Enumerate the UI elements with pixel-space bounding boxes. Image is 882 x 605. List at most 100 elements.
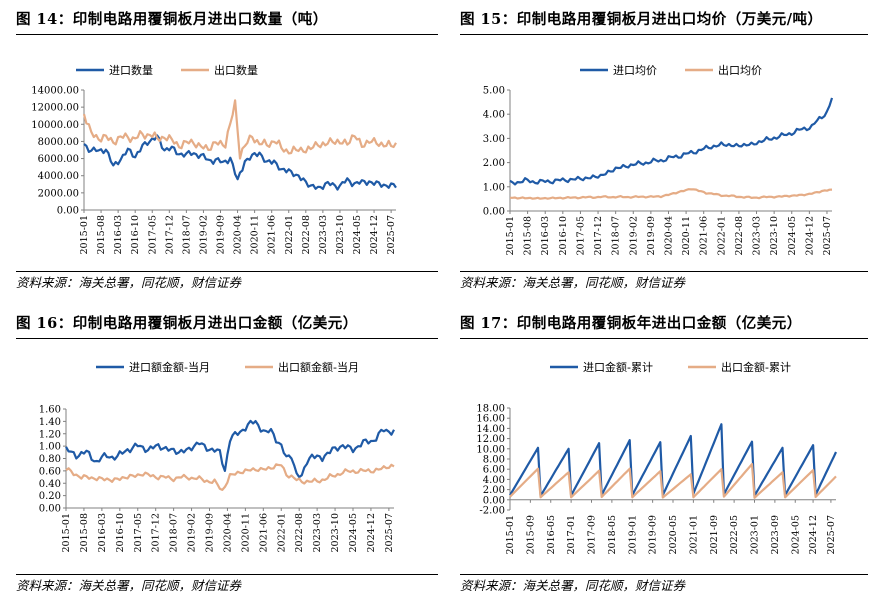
y-tick-label: 0.00 [483, 207, 505, 218]
chart-panel-17: 图 17：印制电路用覆铜板年进出口金额（亿美元） -2.00 0.00 2.00 4.… [460, 312, 868, 597]
y-tick-label: 4.00 [483, 475, 505, 486]
y-tick-label: 0.00 [39, 504, 61, 515]
y-tick-label: 6000.00 [38, 154, 79, 165]
x-tick-label: 2018-07 [611, 216, 622, 255]
x-tick-label: 2016-10 [130, 215, 141, 254]
chart-svg: 0.00 2000.00 4000.00 6000.00 8000.00 10000.00… [31, 63, 397, 254]
chart-source: 资料来源：海关总署，同花顺，财信证券 [460, 574, 868, 597]
x-tick-label: 2022-08 [301, 215, 312, 254]
x-tick-label: 2019-01 [627, 515, 638, 554]
legend-label-export: 出口金额-累计 [721, 360, 791, 374]
y-tick-label: 4000.00 [38, 171, 79, 182]
x-tick-label: 2023-03 [312, 513, 323, 552]
y-tick-label: 0.00 [57, 206, 79, 217]
chart-panel-16: 图 16：印制电路用覆铜板月进出口金额（亿美元） 0.00 0.20 0.40 0.6… [16, 312, 438, 597]
chart-source: 资料来源：海关总署，同花顺，财信证券 [16, 271, 438, 294]
x-tick-label: 2023-10 [769, 216, 780, 255]
x-tick-label: 2015-08 [79, 513, 90, 552]
x-tick-label: 2023-03 [318, 215, 329, 254]
x-tick-label: 2017-05 [133, 513, 144, 552]
y-tick-label: 8.00 [483, 455, 505, 466]
legend-label-import: 进口额金额-当月 [129, 360, 210, 374]
x-tick-label: 2016-03 [97, 513, 108, 552]
chart-title: 图 15：印制电路用覆铜板月进出口均价（万美元/吨） [460, 8, 868, 35]
x-tick-label: 2017-09 [587, 515, 598, 554]
x-tick-label: 2017-12 [593, 216, 604, 255]
x-tick-label: 2019-02 [187, 513, 198, 552]
y-tick-label: 1.40 [39, 417, 61, 428]
legend-label-import: 进口数量 [109, 64, 153, 77]
y-tick-label: 0.20 [39, 491, 61, 502]
x-tick-label: 2022-01 [716, 216, 727, 255]
legend-label-export: 出口均价 [718, 63, 762, 77]
x-tick-label: 2018-07 [181, 215, 192, 254]
x-tick-label: 2017-01 [566, 515, 577, 554]
y-tick-label: 0.80 [39, 454, 61, 465]
x-tick-label: 2024-12 [808, 515, 819, 554]
x-tick-label: 2016-03 [113, 215, 124, 254]
x-tick-label: 2016-05 [546, 515, 557, 554]
x-tick-label: 2015-09 [525, 515, 536, 554]
x-tick-label: 2022-08 [734, 216, 745, 255]
x-tick-label: 2023-01 [750, 515, 761, 554]
x-tick-label: 2017-05 [147, 215, 158, 254]
x-tick-label: 2023-09 [770, 515, 781, 554]
y-tick-label: 12000.00 [31, 103, 79, 114]
x-tick-label: 2015-01 [505, 515, 516, 554]
x-tick-label: 2016-10 [115, 513, 126, 552]
chart-title: 图 17：印制电路用覆铜板年进出口金额（亿美元） [460, 312, 868, 339]
x-tick-label: 2019-09 [216, 215, 227, 254]
x-tick-label: 2020-04 [233, 215, 244, 254]
x-tick-label: 2019-02 [198, 215, 209, 254]
x-tick-label: 2019-09 [648, 515, 659, 554]
x-tick-label: 2017-05 [575, 216, 586, 255]
y-tick-label: 10.00 [476, 444, 505, 455]
y-tick-label: 0.00 [483, 495, 505, 506]
y-tick-label: 5.00 [483, 86, 505, 97]
x-tick-label: 2025-07 [822, 216, 833, 255]
x-tick-label: 2024-05 [790, 515, 801, 554]
x-tick-label: 2024-05 [348, 513, 359, 552]
x-tick-label: 2022-05 [729, 515, 740, 554]
x-tick-label: 2016-03 [540, 216, 551, 255]
x-tick-label: 2021-06 [258, 513, 269, 552]
x-tick-label: 2018-05 [607, 515, 618, 554]
chart-svg: 0.00 1.00 2.00 3.00 4.00 5.00 2015-01 2015-08 20… [483, 63, 834, 255]
x-tick-label: 2015-08 [523, 216, 534, 255]
x-tick-label: 2019-09 [646, 216, 657, 255]
x-tick-label: 2020-11 [240, 513, 251, 552]
x-tick-label: 2019-02 [628, 216, 639, 255]
chart-svg: -2.000.002.004.006.008.0010.0012.0014.00… [476, 360, 837, 554]
y-tick-label: 1.60 [39, 405, 61, 416]
y-tick-label: 14.00 [476, 424, 505, 435]
y-tick-label: 2.00 [483, 485, 505, 496]
x-tick-label: 2024-05 [352, 215, 363, 254]
series-line-export [509, 463, 837, 499]
x-tick-label: 2019-09 [205, 513, 216, 552]
x-tick-label: 2022-01 [284, 215, 295, 254]
y-tick-label: 0.40 [39, 479, 61, 490]
x-tick-label: 2023-03 [752, 216, 763, 255]
chart-panel-15: 图 15：印制电路用覆铜板月进出口均价（万美元/吨） 0.00 1.00 2.00 3… [460, 8, 868, 293]
y-tick-label: 6.00 [483, 465, 505, 476]
series-line-import [83, 134, 397, 191]
y-tick-label: 2.00 [483, 158, 505, 169]
series-line-import [65, 419, 395, 479]
y-tick-label: 18.00 [476, 404, 505, 415]
series-line-export [82, 99, 397, 160]
x-tick-label: 2017-12 [164, 215, 175, 254]
series-line-export [65, 463, 395, 491]
chart-title: 图 14：印制电路用覆铜板月进出口数量（吨） [16, 8, 438, 35]
chart-title: 图 16：印制电路用覆铜板月进出口金额（亿美元） [16, 312, 438, 339]
x-tick-label: 2020-05 [668, 515, 679, 554]
series-line-export [510, 188, 833, 200]
series-line-import [509, 423, 837, 498]
y-tick-label: 14000.00 [31, 86, 79, 97]
y-tick-label: 2000.00 [38, 188, 79, 199]
x-tick-label: 2024-12 [804, 216, 815, 255]
series-line-import [509, 97, 834, 186]
chart-source: 资料来源：海关总署，同花顺，财信证券 [16, 574, 438, 597]
chart-source: 资料来源：海关总署，同花顺，财信证券 [460, 271, 868, 294]
legend-label-export: 出口数量 [214, 63, 258, 77]
x-tick-label: 2020-11 [250, 215, 261, 254]
